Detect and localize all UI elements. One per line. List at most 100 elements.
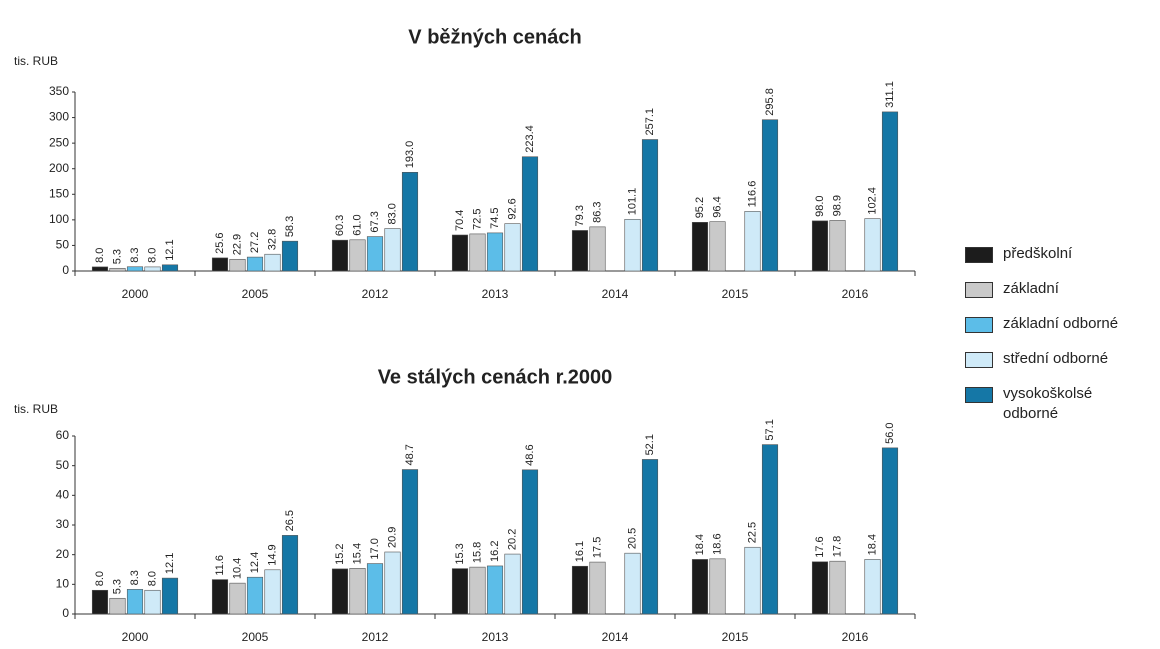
- bar: [881, 447, 899, 615]
- bar: [641, 459, 659, 615]
- chart-title: V běžných cenách: [408, 26, 581, 48]
- legend-swatch: [965, 247, 993, 263]
- value-label: 17.5: [591, 537, 603, 558]
- value-label: 48.7: [404, 444, 416, 465]
- value-label: 18.4: [694, 534, 706, 555]
- x-tick-label: 2000: [122, 287, 149, 301]
- bar: [384, 228, 401, 272]
- value-label: 193.0: [404, 141, 416, 169]
- value-label: 52.1: [644, 434, 656, 455]
- value-label: 11.6: [214, 555, 226, 576]
- y-tick-label: 10: [56, 577, 70, 591]
- value-label: 15.2: [334, 543, 346, 564]
- y-tick-label: 40: [56, 488, 70, 502]
- y-tick-label: 60: [56, 428, 70, 442]
- y-tick-label: 50: [56, 238, 70, 252]
- legend-item: předškolní: [965, 244, 1155, 264]
- bar: [144, 266, 161, 272]
- value-label: 8.0: [94, 571, 106, 586]
- bar: [624, 552, 641, 615]
- bar: [384, 551, 401, 615]
- y-tick-label: 250: [49, 135, 69, 149]
- value-label: 67.3: [369, 211, 381, 232]
- legend-item: základní: [965, 279, 1155, 299]
- bar: [109, 597, 126, 615]
- y-tick-label: 0: [62, 263, 69, 277]
- value-label: 48.6: [524, 444, 536, 465]
- x-tick-label: 2000: [122, 630, 149, 644]
- y-tick-label: 300: [49, 110, 69, 124]
- value-label: 16.1: [574, 541, 586, 562]
- value-label: 12.1: [164, 239, 176, 260]
- value-label: 8.0: [146, 571, 158, 586]
- bar: [589, 561, 606, 615]
- legend-label: předškolní: [1003, 245, 1073, 262]
- x-tick-label: 2014: [602, 287, 629, 301]
- value-label: 26.5: [284, 510, 296, 531]
- bar: [451, 234, 469, 272]
- legend-item: základní odborné: [965, 314, 1155, 334]
- bar: [264, 569, 281, 615]
- bar: [91, 266, 109, 272]
- value-label: 20.5: [626, 528, 638, 549]
- bar: [744, 211, 761, 272]
- x-tick-label: 2015: [722, 630, 749, 644]
- value-label: 83.0: [386, 203, 398, 224]
- bar: [709, 221, 726, 272]
- bar: [521, 156, 539, 272]
- bar: [401, 469, 419, 615]
- y-axis-label: tis. RUB: [14, 402, 58, 416]
- bar: [709, 558, 726, 615]
- value-label: 5.3: [111, 579, 123, 594]
- value-label: 8.0: [94, 248, 106, 263]
- bar: [691, 559, 709, 615]
- x-tick-label: 2013: [482, 630, 509, 644]
- x-tick-label: 2012: [362, 287, 389, 301]
- legend-label: střední odborné: [1003, 350, 1109, 367]
- bar: [246, 576, 264, 615]
- value-label: 27.2: [249, 232, 261, 253]
- value-label: 79.3: [574, 205, 586, 226]
- bar: [691, 222, 709, 272]
- chart-title: Ve stálých cenách r.2000: [378, 366, 613, 388]
- legend-item: střední odborné: [965, 349, 1155, 369]
- value-label: 70.4: [454, 210, 466, 231]
- value-label: 22.9: [231, 234, 243, 255]
- value-label: 15.4: [351, 543, 363, 564]
- value-label: 72.5: [471, 208, 483, 229]
- value-label: 16.2: [489, 541, 501, 562]
- value-label: 60.3: [334, 215, 346, 236]
- legend-item: vysokoškolsé odborné: [965, 384, 1155, 424]
- y-tick-label: 20: [56, 547, 70, 561]
- legend-swatch: [965, 282, 993, 298]
- bar: [126, 589, 144, 615]
- y-tick-label: 350: [49, 84, 69, 98]
- x-tick-label: 2005: [242, 630, 269, 644]
- bar: [451, 568, 469, 615]
- value-label: 8.3: [129, 247, 141, 262]
- value-label: 14.9: [266, 544, 278, 565]
- bar: [864, 218, 881, 272]
- bar: [624, 218, 641, 272]
- bar: [126, 266, 144, 272]
- y-tick-label: 0: [62, 606, 69, 620]
- x-tick-label: 2016: [842, 287, 869, 301]
- bar: [811, 561, 829, 615]
- value-label: 56.0: [884, 422, 896, 443]
- bar: [246, 256, 264, 272]
- legend-swatch: [965, 317, 993, 333]
- bar: [864, 559, 881, 615]
- x-tick-label: 2013: [482, 287, 509, 301]
- x-tick-label: 2015: [722, 287, 749, 301]
- bar: [881, 111, 899, 272]
- y-tick-label: 30: [56, 517, 70, 531]
- bar: [811, 220, 829, 272]
- bar: [761, 444, 779, 615]
- value-label: 86.3: [591, 201, 603, 222]
- value-label: 96.4: [711, 196, 723, 217]
- bar: [571, 565, 589, 615]
- bar: [349, 568, 366, 615]
- value-label: 95.2: [694, 197, 706, 218]
